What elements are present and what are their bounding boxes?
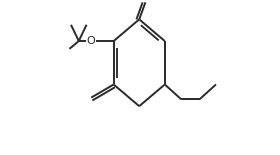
Text: O: O [87,36,95,46]
